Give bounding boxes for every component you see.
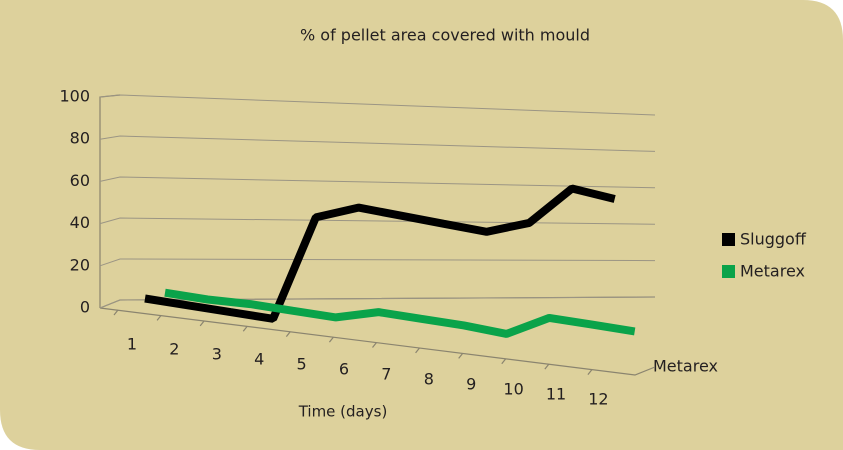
y-tick-label: 100 [59,87,90,106]
y-tick-label: 80 [70,129,90,148]
x-tick-label: 8 [424,370,434,389]
x-tick [285,331,291,338]
x-tick [458,352,464,359]
x-tick-label: 11 [546,385,566,404]
x-tick [544,363,550,370]
grid-line [99,94,656,116]
x-tick [587,369,593,375]
x-tick-label: 10 [503,380,523,399]
y-tick-label: 40 [70,213,90,232]
series-line [144,184,616,323]
grid-line [99,258,656,267]
x-tick [242,325,248,332]
x-tick-label: 4 [254,350,264,369]
y-tick-label: 20 [70,255,90,274]
x-tick-label: 5 [297,355,307,374]
legend-swatch [722,233,735,246]
chart-title: % of pellet area covered with mould [300,26,590,45]
y-tick-label: 0 [80,298,90,317]
depth-axis-label: Metarex [653,357,718,376]
y-tick-label: 60 [70,171,90,190]
x-axis-label: Time (days) [298,403,388,421]
x-tick-label: 2 [169,340,179,359]
series-line [164,288,636,338]
x-tick-label: 9 [466,375,476,394]
legend-label: Metarex [740,262,805,281]
grid-line [99,296,656,309]
x-tick-label: 1 [127,335,137,354]
x-tick [501,358,507,365]
x-tick [113,309,119,316]
x-tick [328,336,334,343]
legend-swatch [722,265,735,278]
x-tick [415,347,421,354]
x-tick [156,315,162,321]
grid-line [99,135,656,152]
x-tick [199,320,205,327]
x-tick-label: 12 [588,390,608,409]
grid-line [99,217,656,225]
x-tick-label: 3 [212,345,222,364]
x-tick-label: 6 [339,360,349,379]
x-tick [372,342,377,348]
grid-line [99,176,656,189]
x-tick-label: 7 [381,365,391,384]
legend-label: Sluggoff [740,230,807,249]
